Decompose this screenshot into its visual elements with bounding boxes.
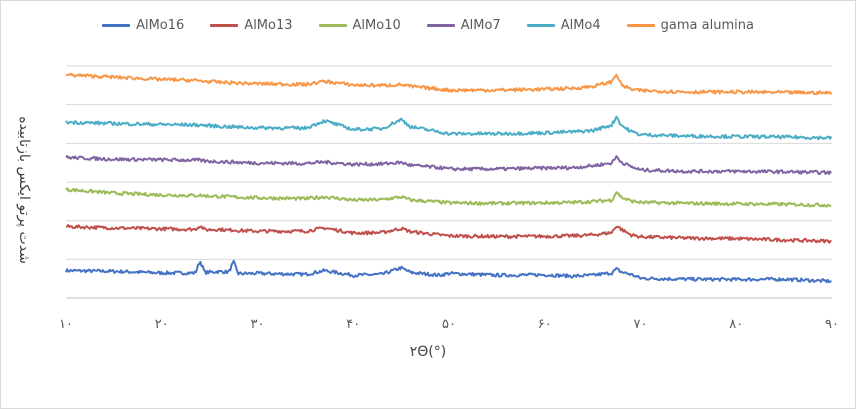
x-tick-label: ۲۰	[155, 317, 169, 332]
series-line-gama-alumina	[65, 72, 833, 96]
legend-label: AlMo10	[352, 18, 401, 33]
x-tick-label: ۷۰	[634, 317, 648, 332]
legend-label: AlMo16	[136, 18, 185, 33]
series-line-almo16	[65, 259, 832, 284]
series-line-almo13	[65, 224, 832, 244]
legend-swatch	[102, 24, 131, 27]
legend-item: gama alumina	[626, 18, 754, 33]
x-tick-label: ۵۰	[442, 317, 456, 332]
series-line-almo7	[65, 155, 832, 175]
legend-label: AlMo4	[560, 18, 601, 33]
legend-item: AlMo7	[426, 18, 501, 33]
legend-item: AlMo10	[318, 18, 401, 33]
legend-swatch	[426, 24, 455, 27]
legend-label: AlMo7	[460, 18, 501, 33]
legend-item: AlMo13	[210, 18, 293, 33]
legend-item: AlMo16	[102, 18, 184, 33]
legend-swatch	[526, 24, 555, 27]
x-tick-label: ۹۰	[825, 317, 839, 332]
y-axis-label: شدت پرتو ایکس بازتابیده	[16, 116, 32, 264]
x-tick-label: ۸۰	[729, 317, 743, 332]
series-line-almo10	[65, 187, 832, 208]
x-tick-label: ۶۰	[538, 317, 552, 332]
x-tick-label: ۳۰	[251, 317, 265, 332]
legend-label: gama alumina	[660, 18, 754, 33]
legend-label: AlMo13	[244, 18, 293, 33]
legend-swatch	[626, 24, 655, 27]
legend-swatch	[210, 24, 239, 27]
legend-swatch	[318, 24, 347, 27]
legend-item: AlMo4	[526, 18, 601, 33]
x-tick-label: ۴۰	[346, 317, 360, 332]
x-axis-label: ۲Θ(°)	[409, 344, 447, 360]
series-line-almo4	[65, 115, 833, 141]
legend: AlMo16 AlMo13 AlMo10 AlMo7 AlMo4 gama alumina	[0, 18, 856, 33]
x-tick-label: ۱۰	[59, 317, 73, 332]
